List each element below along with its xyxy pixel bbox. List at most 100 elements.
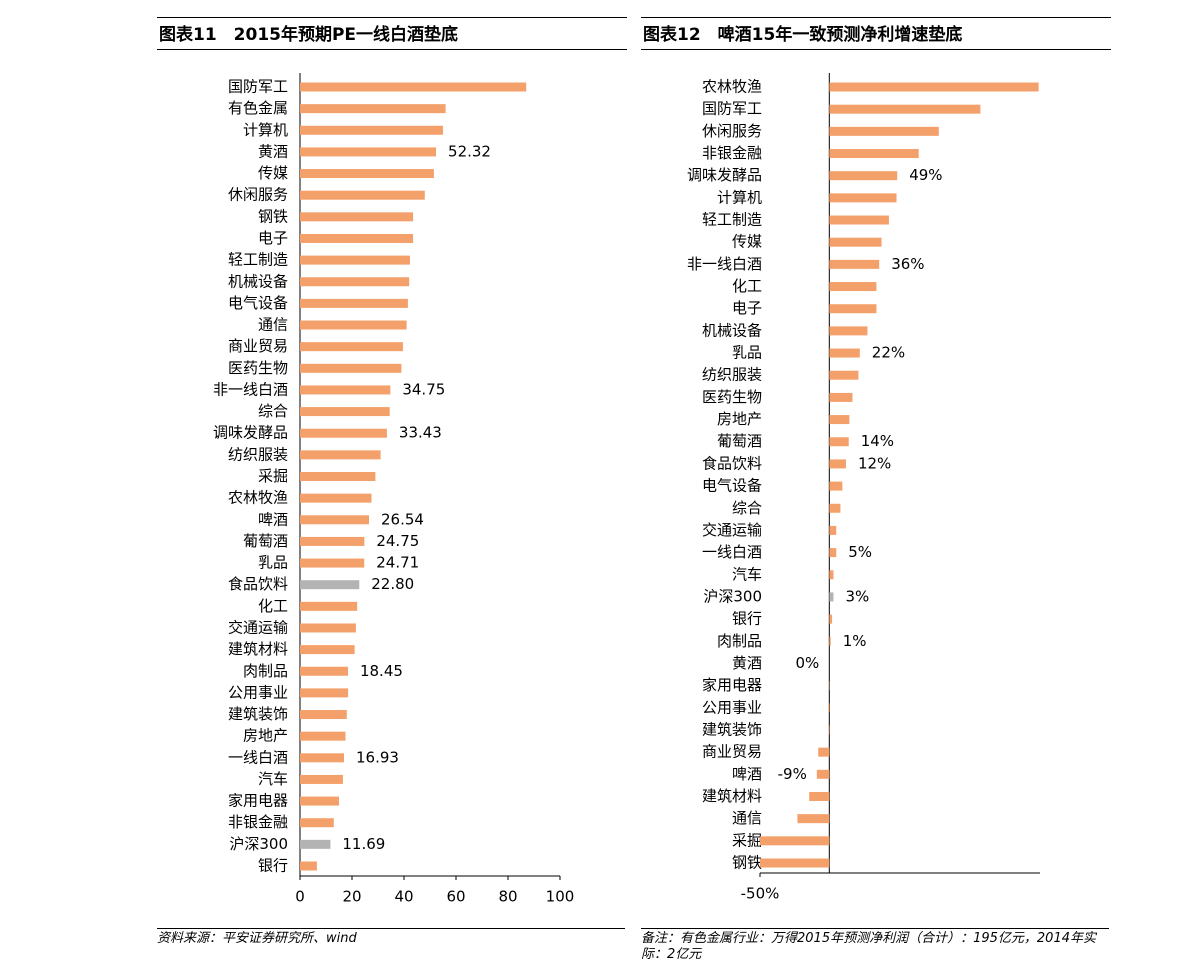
bar — [829, 592, 834, 602]
bar — [829, 392, 853, 402]
category-label: 葡萄酒 — [717, 432, 762, 450]
value-label: 22.80 — [371, 575, 414, 593]
bar — [829, 326, 868, 336]
bar — [829, 104, 981, 114]
value-label: 49% — [909, 166, 942, 184]
bar — [829, 126, 939, 136]
category-label: 建筑装饰 — [228, 705, 288, 723]
category-label: 电子 — [258, 229, 288, 247]
value-label: 16.93 — [356, 748, 399, 766]
bar — [300, 839, 331, 849]
category-label: 食品饮料 — [702, 454, 762, 472]
category-label: 乳品 — [732, 344, 762, 362]
category-label: 计算机 — [243, 121, 288, 139]
category-label: 交通运输 — [228, 618, 288, 636]
bar — [300, 147, 437, 157]
bar — [816, 769, 830, 779]
bar — [829, 570, 834, 580]
value-label: 24.71 — [376, 554, 419, 572]
bar — [829, 503, 841, 513]
bar — [300, 645, 355, 655]
bar — [300, 104, 446, 114]
category-label: 汽车 — [258, 770, 288, 788]
source-note: 资料来源：平安证券研究所、wind — [157, 928, 625, 947]
bar — [300, 601, 358, 611]
category-label: 综合 — [732, 499, 762, 517]
category-label: 有色金属 — [228, 99, 288, 117]
category-label: 黄酒 — [732, 654, 762, 672]
category-label: 非银金融 — [228, 813, 288, 831]
value-label: 26.54 — [381, 510, 424, 528]
category-label: 家用电器 — [702, 676, 762, 694]
bar — [818, 747, 830, 757]
category-label: 一线白酒 — [228, 748, 288, 766]
bar — [300, 407, 390, 417]
bar — [829, 370, 859, 380]
bar — [300, 688, 349, 698]
category-label: 建筑材料 — [702, 787, 762, 805]
bar — [300, 472, 376, 481]
bar — [797, 814, 830, 824]
category-label: 休闲服务 — [702, 122, 762, 140]
bar — [300, 385, 391, 395]
category-label: 电气设备 — [228, 294, 288, 312]
bar — [300, 710, 347, 720]
value-label: 33.43 — [399, 424, 442, 442]
category-label: 一线白酒 — [702, 543, 762, 561]
category-label: 农林牧渔 — [228, 489, 288, 507]
bar — [828, 703, 830, 713]
bar — [300, 731, 346, 741]
value-label: 1% — [843, 632, 867, 650]
value-label: 0% — [796, 654, 820, 672]
x-tick-label: 40 — [394, 888, 413, 906]
bar — [300, 298, 408, 308]
bar — [760, 836, 830, 846]
bar — [300, 774, 343, 784]
category-label: 食品饮料 — [228, 575, 288, 593]
bar — [829, 348, 860, 358]
bar — [300, 753, 345, 763]
value-label: 52.32 — [448, 142, 491, 160]
category-label: 商业贸易 — [702, 743, 762, 761]
bar — [300, 515, 370, 525]
bar — [829, 149, 919, 159]
bar — [760, 858, 830, 868]
category-label: 钢铁 — [732, 854, 762, 872]
category-label: 休闲服务 — [228, 186, 288, 204]
category-label: 银行 — [732, 610, 762, 628]
value-label: 11.69 — [342, 835, 385, 853]
bar — [829, 237, 882, 247]
category-label: 商业贸易 — [228, 337, 288, 355]
bar — [300, 450, 381, 460]
bar — [829, 259, 880, 269]
category-label: 家用电器 — [228, 792, 288, 810]
bar — [300, 82, 527, 92]
category-label: 沪深300 — [229, 835, 288, 853]
value-label: 36% — [891, 255, 924, 273]
category-label: 黄酒 — [258, 142, 288, 160]
bar — [300, 580, 360, 590]
bar — [300, 558, 365, 568]
category-label: 沪深300 — [703, 587, 762, 605]
bar — [300, 277, 410, 287]
bar — [829, 437, 849, 447]
category-label: 肉制品 — [717, 632, 762, 650]
category-label: 机械设备 — [228, 272, 288, 290]
category-label: 公用事业 — [228, 683, 288, 701]
bar — [829, 415, 850, 425]
category-label: 啤酒 — [732, 765, 762, 783]
bar — [829, 481, 843, 491]
bar — [829, 215, 889, 225]
category-label: 调味发酵品 — [213, 424, 288, 442]
bar — [829, 636, 831, 646]
chart-title: 图表11 2015年预期PE一线白酒垫底 — [157, 17, 627, 50]
category-label: 钢铁 — [258, 207, 288, 225]
category-label: 国防军工 — [702, 100, 762, 118]
category-label: 乳品 — [258, 554, 288, 572]
value-label: 3% — [845, 587, 869, 605]
category-label: 轻工制造 — [702, 211, 762, 229]
category-label: 建筑装饰 — [702, 720, 762, 738]
value-label: 14% — [861, 432, 894, 450]
source-note: 备注：有色金属行业：万得2015年预测净利润（合计）：195亿元，2014年实际… — [641, 928, 1109, 963]
